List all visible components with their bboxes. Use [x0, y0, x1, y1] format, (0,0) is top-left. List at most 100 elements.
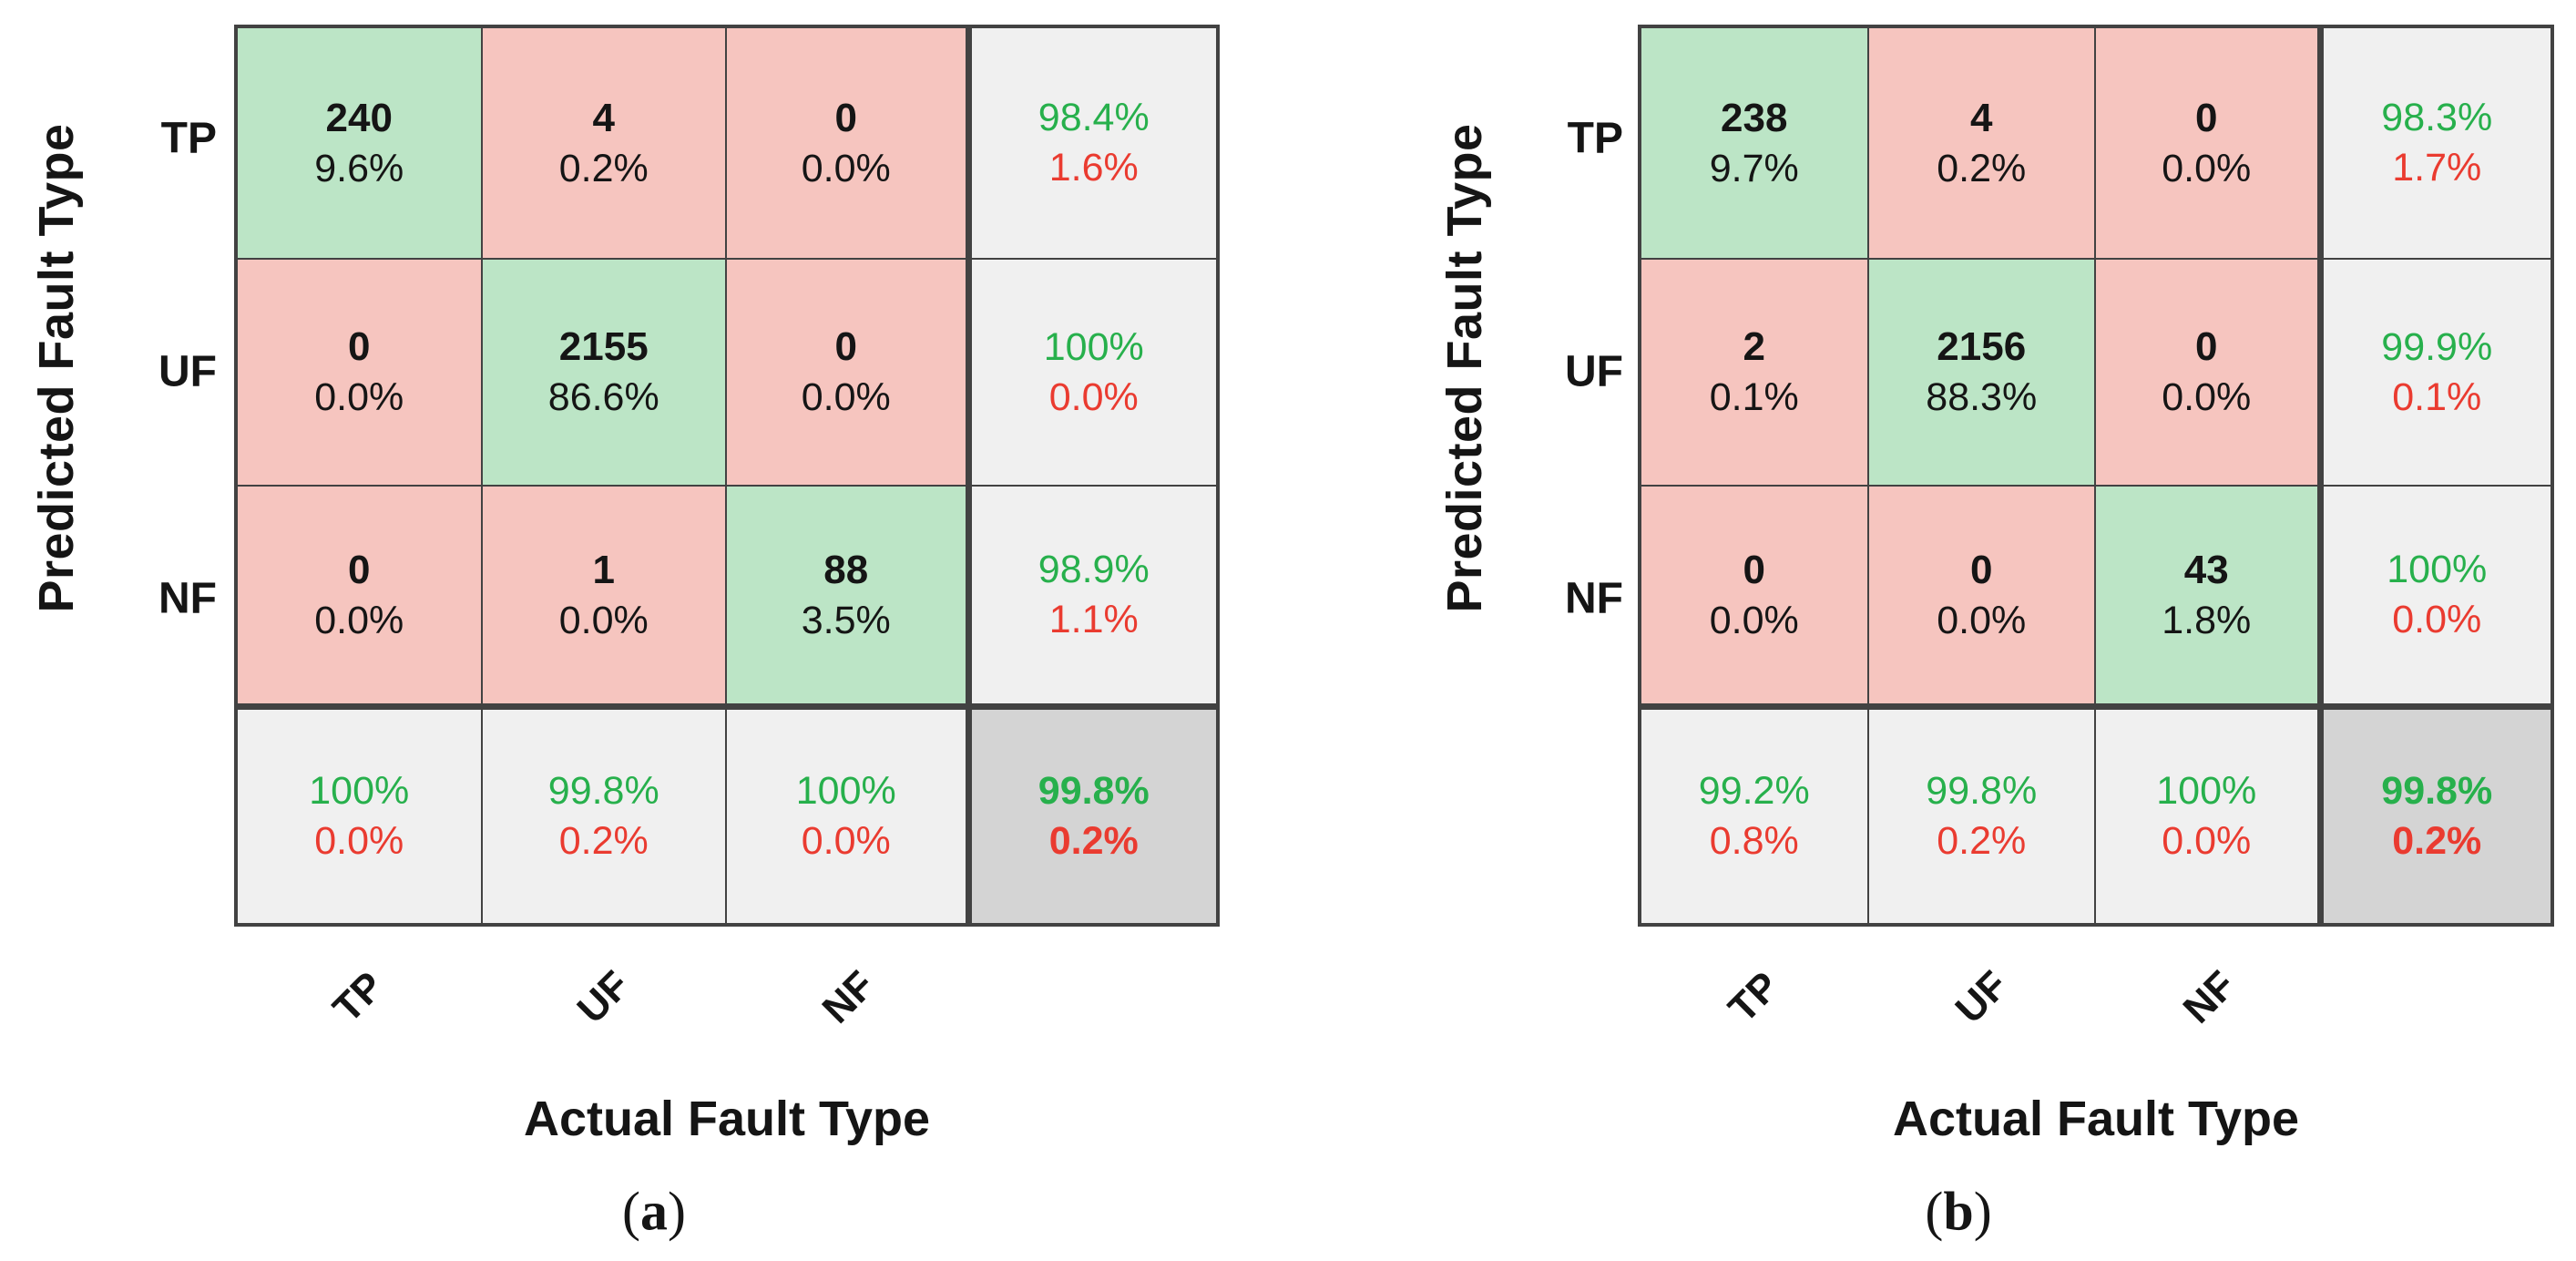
column-summary-negative: 0.0% — [314, 819, 404, 864]
cell-count: 88 — [823, 547, 869, 592]
column-summary-negative: 0.2% — [558, 819, 649, 864]
row-summary-positive: 100% — [1043, 324, 1144, 369]
column-summary-cell-2: 100% 0.0% — [727, 710, 972, 923]
matrix-cell-r2c0: 0 0.0% — [238, 486, 483, 711]
row-summary-negative: 1.1% — [1048, 598, 1139, 642]
row-summary-negative: 0.0% — [1048, 374, 1139, 419]
row-summary-cell-2: 100% 0.0% — [2323, 486, 2550, 711]
matrix-cell-r1c1: 2155 86.6% — [482, 260, 727, 487]
matrix-cell-r1c0: 0 0.0% — [238, 260, 483, 487]
row-label-UF: UF — [158, 347, 217, 396]
matrix-grid: 240 9.6% 4 0.2% 0 0.0% 98.4% 1.6% 0 0.0% 2155 86.6%… — [234, 25, 1220, 927]
x-tick-label-TP: TP — [1720, 963, 1788, 1031]
matrix-cell-r1c2: 0 0.0% — [2096, 260, 2324, 487]
cell-percent: 86.6% — [547, 375, 659, 420]
column-summary-positive: 99.2% — [1698, 769, 1810, 814]
panel-caption-a: (a) — [622, 1181, 686, 1244]
matrix-cell-r0c2: 0 0.0% — [2096, 28, 2324, 261]
cell-percent: 0.0% — [1709, 598, 1799, 642]
cell-count: 240 — [325, 95, 393, 140]
cell-count: 1 — [592, 547, 615, 592]
row-summary-cell-0: 98.3% 1.7% — [2323, 28, 2550, 261]
row-summary-negative: 1.7% — [2392, 146, 2482, 190]
column-summary-positive: 100% — [795, 769, 896, 814]
cell-count: 0 — [834, 324, 857, 370]
cell-percent: 0.0% — [558, 598, 649, 642]
x-tick-label-NF: NF — [813, 962, 884, 1032]
caption-letter: b — [1943, 1181, 1974, 1242]
row-summary-negative: 0.1% — [2392, 374, 2482, 419]
overall-accuracy-cell: 99.8% 0.2% — [2323, 710, 2550, 923]
y-axis-label: Predicted Fault Type — [29, 123, 84, 613]
column-summary-cell-1: 99.8% 0.2% — [1868, 710, 2096, 923]
cell-count: 238 — [1721, 95, 1788, 140]
matrix-grid: 238 9.7% 4 0.2% 0 0.0% 98.3% 1.7% 2 0.1% 2156 88.3%… — [1638, 25, 2554, 927]
x-tick-label-NF: NF — [2174, 962, 2244, 1032]
row-label-NF: NF — [1565, 574, 1623, 623]
cell-percent: 0.0% — [2162, 146, 2252, 190]
matrix-cell-r1c1: 2156 88.3% — [1868, 260, 2096, 487]
row-summary-positive: 100% — [2387, 548, 2488, 592]
cell-count: 0 — [348, 547, 371, 592]
caption-open-paren: ( — [622, 1181, 640, 1242]
row-label-TP: TP — [1567, 114, 1623, 163]
overall-accuracy-negative: 0.2% — [1048, 819, 1139, 864]
overall-accuracy-cell: 99.8% 0.2% — [971, 710, 1216, 923]
cell-percent: 88.3% — [1926, 375, 2038, 420]
cell-count: 2155 — [558, 324, 649, 370]
cell-count: 0 — [1970, 547, 1993, 592]
column-summary-positive: 100% — [309, 769, 410, 814]
matrix-cell-r0c2: 0 0.0% — [727, 28, 972, 261]
overall-accuracy-negative: 0.2% — [2392, 819, 2482, 864]
cell-percent: 9.7% — [1709, 146, 1799, 190]
cell-count: 0 — [348, 324, 371, 370]
row-label-UF: UF — [1565, 347, 1623, 396]
cell-percent: 0.0% — [314, 375, 404, 420]
matrix-cell-r0c0: 238 9.7% — [1641, 28, 1869, 261]
cell-percent: 0.1% — [1709, 375, 1799, 420]
row-summary-positive: 99.9% — [2381, 324, 2493, 369]
cell-count: 2156 — [1937, 324, 2027, 370]
x-tick-label-UF: UF — [568, 962, 639, 1032]
cell-percent: 1.8% — [2162, 598, 2252, 642]
row-label-TP: TP — [160, 114, 217, 163]
column-summary-negative: 0.2% — [1937, 819, 2027, 864]
cell-count: 0 — [2195, 324, 2218, 370]
y-axis-label: Predicted Fault Type — [1437, 123, 1492, 613]
column-summary-negative: 0.0% — [2162, 819, 2252, 864]
cell-percent: 0.0% — [801, 146, 891, 190]
cell-percent: 0.0% — [1937, 598, 2027, 642]
caption-letter: a — [640, 1181, 668, 1242]
row-summary-positive: 98.3% — [2381, 96, 2493, 140]
caption-open-paren: ( — [1925, 1181, 1944, 1242]
matrix-cell-r2c1: 0 0.0% — [1868, 486, 2096, 711]
x-tick-label-TP: TP — [324, 963, 393, 1031]
row-summary-cell-0: 98.4% 1.6% — [971, 28, 1216, 261]
matrix-cell-r2c2: 43 1.8% — [2096, 486, 2324, 711]
cell-count: 0 — [1743, 547, 1765, 592]
cell-count: 4 — [592, 95, 615, 140]
caption-close-paren: ) — [668, 1181, 686, 1242]
panel-caption-b: (b) — [1925, 1181, 1991, 1244]
column-summary-cell-0: 100% 0.0% — [238, 710, 483, 923]
overall-accuracy-positive: 99.8% — [1038, 769, 1150, 814]
cell-percent: 3.5% — [801, 598, 891, 642]
row-summary-negative: 1.6% — [1048, 146, 1139, 190]
column-summary-cell-1: 99.8% 0.2% — [482, 710, 727, 923]
cell-percent: 9.6% — [314, 146, 404, 190]
column-summary-negative: 0.0% — [801, 819, 891, 864]
cell-percent: 0.0% — [314, 598, 404, 642]
matrix-cell-r2c1: 1 0.0% — [482, 486, 727, 711]
column-summary-cell-2: 100% 0.0% — [2096, 710, 2324, 923]
cell-count: 4 — [1970, 95, 1993, 140]
x-axis-label: Actual Fault Type — [1892, 1092, 2300, 1146]
row-label-NF: NF — [158, 574, 217, 623]
matrix-cell-r0c1: 4 0.2% — [482, 28, 727, 261]
row-summary-cell-1: 99.9% 0.1% — [2323, 260, 2550, 487]
cell-percent: 0.0% — [2162, 375, 2252, 420]
column-summary-negative: 0.8% — [1709, 819, 1799, 864]
column-summary-positive: 99.8% — [547, 769, 659, 814]
column-summary-positive: 100% — [2156, 769, 2257, 814]
matrix-cell-r0c1: 4 0.2% — [1868, 28, 2096, 261]
